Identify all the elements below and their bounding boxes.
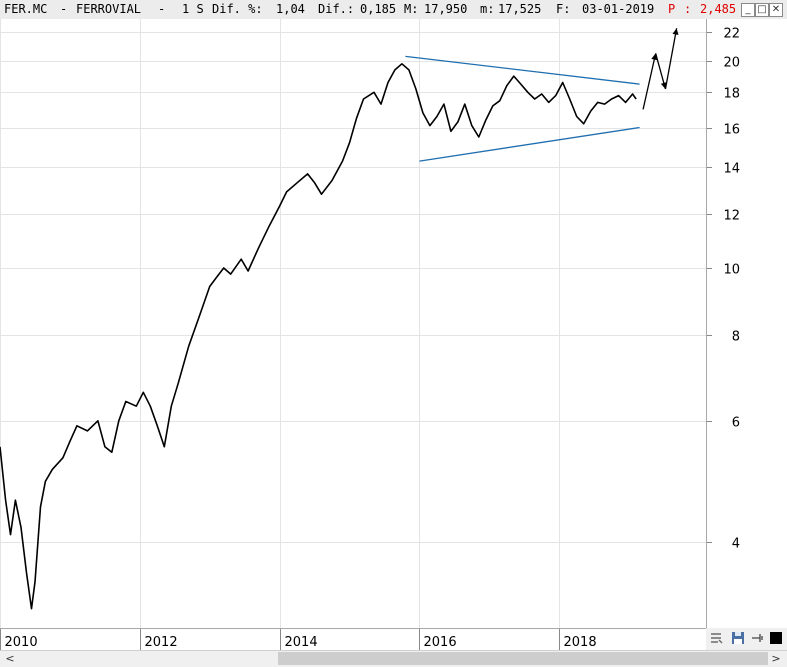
- y-tick-label: 18: [723, 87, 740, 102]
- scroll-right-button[interactable]: >: [771, 652, 781, 665]
- price-chart: [0, 19, 706, 628]
- max-value: 17,950: [424, 2, 468, 16]
- y-tick-label: 22: [723, 27, 740, 42]
- close-button[interactable]: ✕: [769, 3, 783, 17]
- x-axis: 2010 2012 2014 2016 2018: [0, 628, 706, 651]
- separator: -: [60, 2, 68, 16]
- date-value: 03-01-2019: [582, 2, 655, 16]
- trend-line: [405, 55, 640, 85]
- separator: -: [158, 2, 166, 16]
- symbol: FER.MC: [4, 2, 48, 16]
- y-tick-label: 20: [723, 56, 740, 71]
- projection-segment: [642, 53, 657, 110]
- dif-pct-value: 1,04: [276, 2, 305, 16]
- price-value: 2,485: [700, 2, 737, 16]
- maximize-button[interactable]: □: [755, 3, 769, 17]
- trend-line: [419, 126, 640, 162]
- minimize-button[interactable]: _: [741, 3, 755, 17]
- max-label: M:: [404, 2, 419, 16]
- scroll-thumb[interactable]: [278, 652, 768, 665]
- company-name: FERROVIAL: [76, 2, 142, 16]
- y-tick-label: 6: [732, 416, 740, 431]
- min-label: m:: [480, 2, 495, 16]
- y-axis: 4 6 8 10 12 14 16 18 20 22: [707, 19, 787, 628]
- horizontal-scrollbar[interactable]: < >: [0, 650, 787, 667]
- x-axis-svg: 2010 2012 2014 2016 2018: [0, 629, 597, 651]
- x-tick-label: 2018: [564, 635, 597, 650]
- pin-icon[interactable]: [749, 630, 765, 646]
- period: 1 S: [182, 2, 204, 16]
- x-tick-label: 2014: [285, 635, 318, 650]
- y-tick-label: 14: [723, 162, 740, 177]
- y-tick-label: 4: [732, 537, 740, 552]
- color-swatch-icon[interactable]: [768, 630, 784, 646]
- save-icon[interactable]: [730, 630, 746, 646]
- price-separator: :: [684, 2, 692, 16]
- dif-pct-label: Dif. %:: [212, 2, 263, 16]
- y-tick-label: 8: [732, 330, 740, 345]
- price-series-line: [0, 62, 637, 610]
- y-tick-label: 12: [723, 209, 740, 224]
- y-tick-label: 10: [723, 263, 740, 278]
- y-axis-svg: 4 6 8 10 12 14 16 18 20 22: [707, 27, 740, 552]
- min-value: 17,525: [498, 2, 542, 16]
- projection-arrowhead: [672, 28, 679, 35]
- y-tick-label: 16: [723, 123, 740, 138]
- x-tick-label: 2012: [145, 635, 178, 650]
- projection-segment: [664, 28, 678, 90]
- scroll-left-button[interactable]: <: [5, 652, 15, 665]
- price-label: P: [668, 2, 676, 16]
- dif-value: 0,185: [360, 2, 397, 16]
- tools-icon[interactable]: [708, 630, 724, 646]
- x-tick-label: 2016: [424, 635, 457, 650]
- x-tick-label: 2010: [5, 635, 38, 650]
- plot-area[interactable]: [0, 19, 707, 628]
- dif-label: Dif.:: [318, 2, 355, 16]
- chart-title-bar: FER.MC - FERROVIAL - 1 S Dif. %: 1,04 Di…: [0, 0, 787, 20]
- date-label: F:: [556, 2, 571, 16]
